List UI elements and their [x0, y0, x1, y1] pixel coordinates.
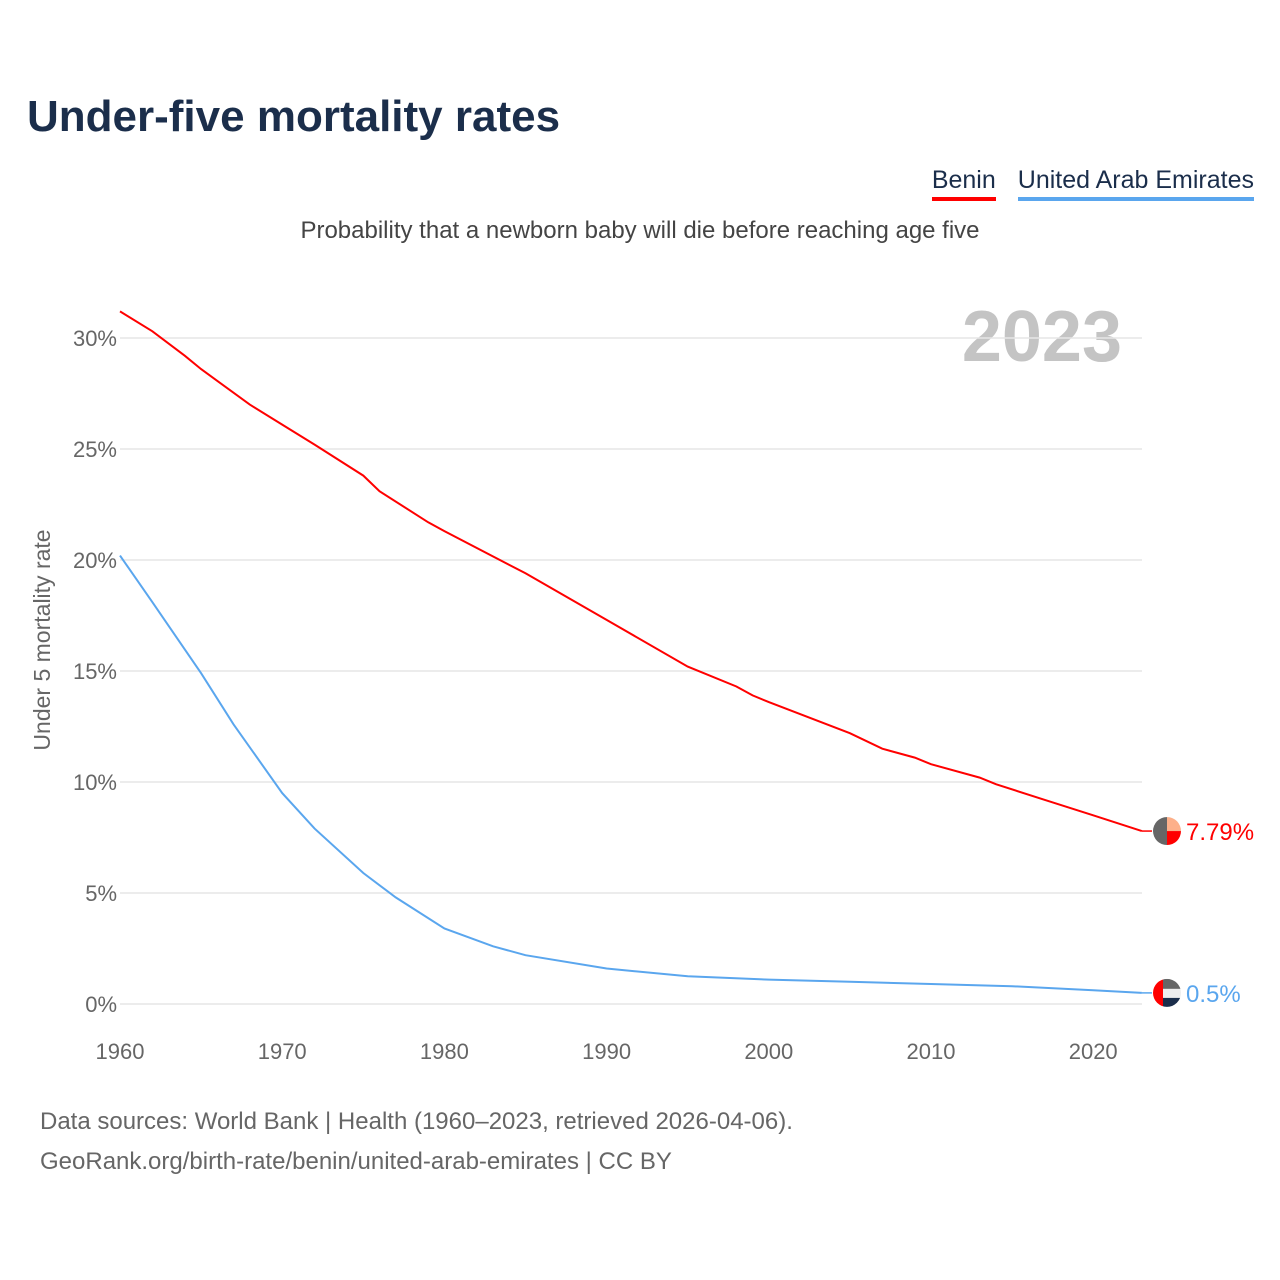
y-tick-label: 15%	[73, 659, 117, 684]
chart-title: Under-five mortality rates	[27, 92, 561, 141]
series-line-1	[119, 555, 1142, 994]
y-tick-label: 25%	[73, 437, 117, 462]
x-tick-label: 2010	[907, 1039, 956, 1064]
y-tick-label: 30%	[73, 326, 117, 351]
x-tick-label: 2000	[744, 1039, 793, 1064]
series-line-0	[119, 310, 1143, 833]
y-tick-label: 10%	[73, 770, 117, 795]
legend-uae[interactable]: United Arab Emirates	[1017, 166, 1254, 201]
end-value-label: 7.79%	[1186, 819, 1254, 846]
y-tick-label: 20%	[73, 548, 117, 573]
benin-flag-icon	[1153, 817, 1181, 846]
x-tick-label: 1970	[258, 1039, 307, 1064]
chart-subtitle: Probability that a newborn baby will die…	[300, 217, 980, 244]
source-line: Data sources: World Bank | Health (1960–…	[40, 1108, 793, 1135]
legend: Benin United Arab Emirates	[931, 166, 1254, 201]
end-value-label: 0.5%	[1186, 981, 1241, 1008]
y-tick-label: 0%	[85, 992, 117, 1017]
uae-flag-icon	[1153, 978, 1181, 1007]
source-url[interactable]: GeoRank.org/birth-rate/benin/united-arab…	[40, 1148, 672, 1175]
y-axis-label: Under 5 mortality rate	[29, 529, 55, 750]
x-tick-label: 1980	[420, 1039, 469, 1064]
plot-area: 2023 Under 5 mortality rate 0% 5% 10% 15% 20…	[29, 297, 1254, 1064]
y-tick-label: 5%	[85, 881, 117, 906]
legend-benin[interactable]: Benin	[931, 166, 996, 201]
year-label: 2023	[962, 297, 1122, 377]
x-tick-label: 2020	[1069, 1039, 1118, 1064]
x-tick-label: 1960	[96, 1039, 145, 1064]
x-tick-label: 1990	[582, 1039, 631, 1064]
